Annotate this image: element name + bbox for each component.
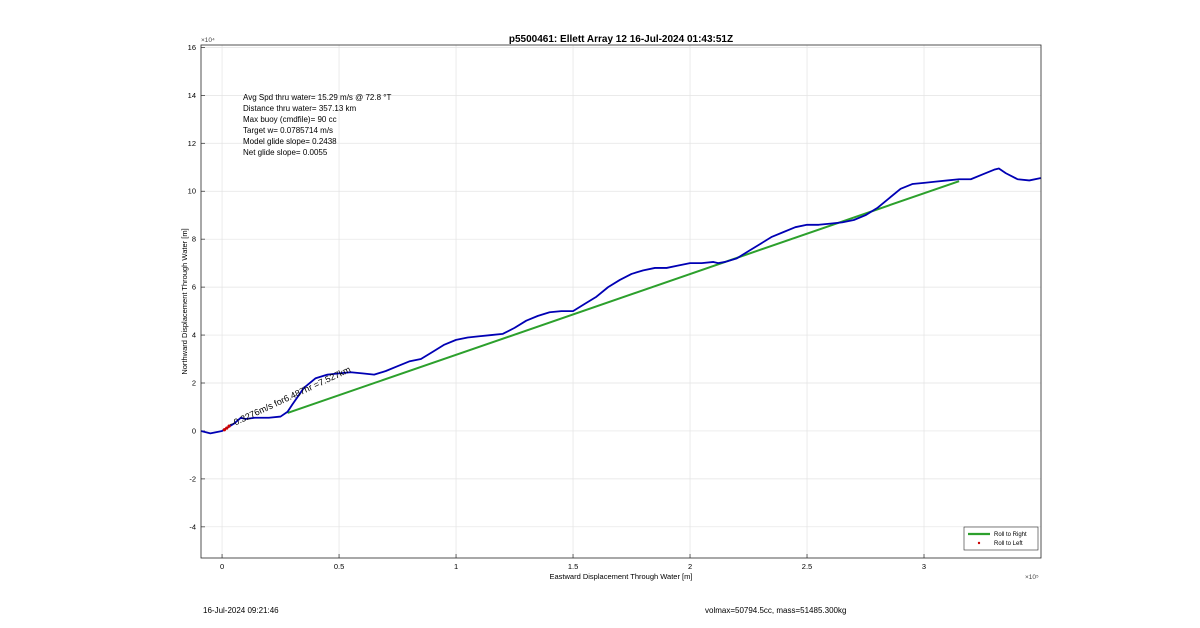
x-tick-label: 1 <box>454 562 458 571</box>
x-tick-label: 2 <box>688 562 692 571</box>
roll-to-left-point <box>227 424 231 428</box>
chart-title: p5500461: Ellett Array 12 16-Jul-2024 01… <box>509 34 733 45</box>
y-tick-label: -2 <box>189 474 196 483</box>
y-tick-label: 12 <box>188 139 196 148</box>
y-axis-label: Northward Displacement Through Water [m] <box>180 228 189 374</box>
y-tick-label: 14 <box>188 91 196 100</box>
legend-box <box>963 526 1039 551</box>
legend: Roll to Right Roll to Left <box>963 526 1039 551</box>
y-tick-label: 16 <box>188 43 196 52</box>
y-axis-exponent: ×10⁴ <box>201 37 215 44</box>
stats-text-block: Avg Spd thru water= 15.29 m/s @ 72.8 °T … <box>243 92 391 158</box>
legend-label-roll-right: Roll to Right <box>994 532 1027 538</box>
stat-max-buoy: Max buoy (cmdfile)= 90 cc <box>243 115 337 124</box>
stat-model-glide-slope: Model glide slope= 0.2438 <box>243 137 337 146</box>
x-axis-exponent: ×10⁵ <box>1025 574 1039 581</box>
y-tick-label: 10 <box>188 187 196 196</box>
y-tick-label: 4 <box>192 331 196 340</box>
y-tick-label: 0 <box>192 426 196 435</box>
x-axis-label: Eastward Displacement Through Water [m] <box>550 572 693 581</box>
y-tick-label: 8 <box>192 235 196 244</box>
y-tick-label: 6 <box>192 283 196 292</box>
grid-lines <box>201 45 1041 558</box>
footer-volmax: volmax=50794.5cc, mass=51485.300kg <box>705 606 847 615</box>
legend-label-roll-left: Roll to Left <box>994 541 1023 547</box>
x-tick-label: 2.5 <box>802 562 812 571</box>
roll-to-left-point <box>225 426 229 430</box>
roll-to-left-point <box>222 428 226 432</box>
stat-distance: Distance thru water= 357.13 km <box>243 104 357 113</box>
x-tick-label: 3 <box>922 562 926 571</box>
legend-swatch-roll-left <box>977 541 981 545</box>
stat-target-w: Target w= 0.0785714 m/s <box>243 126 334 135</box>
footer-timestamp: 16-Jul-2024 09:21:46 <box>203 606 279 615</box>
stat-avg-speed: Avg Spd thru water= 15.29 m/s @ 72.8 °T <box>243 93 392 102</box>
x-tick-label: 0.5 <box>334 562 344 571</box>
series-line-track <box>200 167 1042 435</box>
y-tick-label: 2 <box>192 379 196 388</box>
plot-frame <box>200 44 1042 559</box>
axis-ticks: 0 0.5 1 1.5 2 2.5 3 -4 -2 0 2 4 6 8 10 12 14 16 <box>188 43 926 571</box>
x-tick-label: 0 <box>220 562 224 571</box>
series-layer <box>200 167 1042 435</box>
series-line-roll-to-right <box>287 180 960 414</box>
stat-net-glide-slope: Net glide slope= 0.0055 <box>243 148 328 157</box>
y-tick-label: -4 <box>189 522 196 531</box>
x-tick-label: 1.5 <box>568 562 578 571</box>
